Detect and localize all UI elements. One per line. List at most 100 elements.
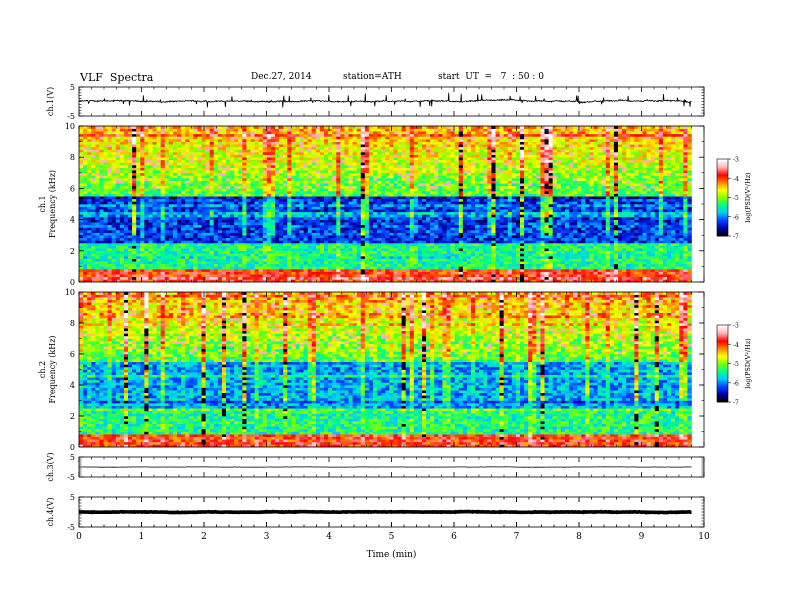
spectrogram-cell [152,263,157,267]
spectrogram-cell [483,209,488,213]
spectrogram-cell [397,248,402,252]
spectrogram-cell [638,209,643,213]
spectrogram-cell [119,271,125,275]
spectrogram-cell [426,261,431,265]
spectrogram-cell [638,219,643,223]
spectrogram-cell [667,256,672,259]
spectrogram-cell [422,235,427,239]
spectrogram-cell [393,274,398,278]
spectrogram-cell [585,227,590,231]
spectrogram-cell [385,274,390,278]
spectrogram-cell [487,245,492,249]
spectrogram-cell [466,222,472,226]
spectrogram-cell [234,219,239,223]
spectrogram-cell [177,237,182,241]
spectrogram-cell [634,237,639,241]
spectrogram-cell [397,258,402,262]
spectrogram-cell [303,204,308,207]
spectrogram-cell [189,235,194,239]
spectrogram-cell [381,258,386,262]
spectrogram-cell [226,206,231,210]
spectrogram-cell [160,266,166,270]
spectrogram-cell [552,248,558,252]
spectrogram-cell [466,232,472,236]
spectrogram-cell [646,248,651,252]
spectrogram-cell [344,276,349,280]
spectrogram-cell [324,209,329,213]
spectrogram-cell [295,222,300,226]
spectrogram-cell [344,240,349,244]
spectrogram-cell [270,240,276,244]
spectrogram-cell [177,248,182,252]
spectrogram-cell [520,269,525,272]
spectrogram-cell [626,232,631,236]
spectrogram-cell [144,243,149,246]
spectrogram-cell [487,230,492,233]
spectrogram-cell [168,253,174,257]
spectrogram-cell [442,224,447,228]
spectrogram-cell [434,250,439,254]
spectrogram-cell [328,222,333,226]
spectrogram-cell [283,248,288,252]
spectrogram-cell [409,217,415,220]
spectrogram-cell [283,243,288,246]
spectrogram-cell [548,214,553,218]
spectrogram-cell [303,214,308,218]
spectrogram-cell [238,248,243,252]
spectrogram-cell [401,237,406,241]
spectrogram-cell [552,276,558,280]
spectrogram-cell [430,261,435,265]
spectrogram-cell [319,263,325,267]
spectrogram-cell [332,253,337,257]
spectrogram-cell [213,256,219,259]
spectrogram-cell [381,266,386,270]
spectrogram-cell [315,235,321,239]
spectrogram-cell [654,271,660,275]
spectrogram-cell [164,263,170,267]
spectrogram-cell [450,263,455,267]
spectrogram-cell [356,269,362,272]
spectrogram-cell [626,209,631,213]
spectrogram-cell [593,243,598,246]
spectrogram-cell [254,243,259,246]
spectrogram-cell [79,276,84,280]
spectrogram-cell [385,243,390,246]
spectrogram-cell [230,230,235,233]
spectrogram-cell [344,256,349,259]
spectrogram-cell [144,237,149,241]
spectrogram-cell [111,232,117,236]
spectrogram-cell [368,209,374,213]
spectrogram-cell [364,279,370,283]
spectrogram-cell [593,245,598,249]
spectrogram-cell [283,245,288,249]
spectrogram-cell [234,245,239,249]
spectrogram-cell [226,250,231,254]
spectrogram-cell [238,266,243,270]
spectrogram-cell [389,237,394,241]
spectrogram-cell [299,211,304,215]
spectrogram-cell [401,258,406,262]
spectrogram-cell [352,222,357,226]
spectrogram-cell [597,240,602,244]
spectrogram-cell [515,269,521,272]
spectrogram-cell [658,243,664,246]
spectrogram-cell [148,201,153,205]
spectrogram-cell [417,224,423,228]
spectrogram-cell [458,274,464,278]
spectrogram-cell [246,279,251,283]
spectrogram-cell [238,271,243,275]
spectrogram-cell [560,263,566,267]
spectrogram-cell [283,214,288,218]
spectrogram-cell [499,274,504,278]
spectrogram-cell [622,232,627,236]
spectrogram-cell [622,217,627,220]
spectrogram-cell [303,248,308,252]
spectrogram-cell [352,206,357,210]
spectrogram-cell [618,266,623,270]
spectrogram-cell [605,263,611,267]
spectrogram-cell [336,250,341,254]
spectrogram-cell [458,235,464,239]
spectrogram-cell [515,261,521,265]
spectrogram-cell [377,250,382,254]
spectrogram-cell [454,232,460,236]
